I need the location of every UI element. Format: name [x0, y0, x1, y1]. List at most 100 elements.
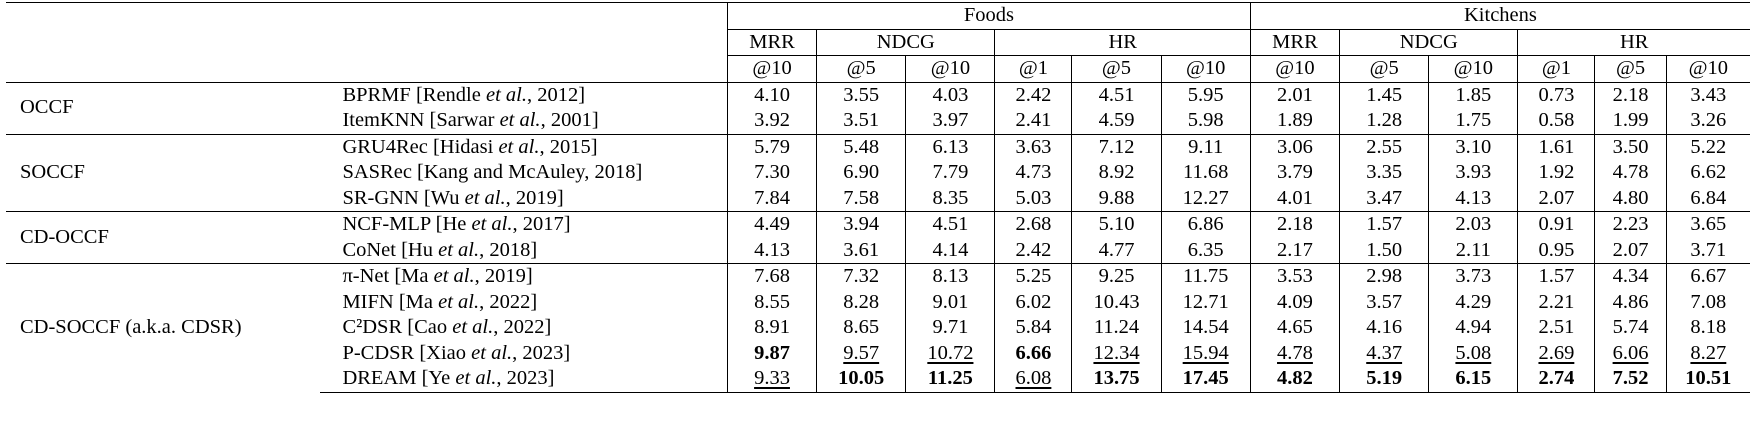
metric-value-cell: 6.15 [1428, 366, 1518, 393]
cutoff-header: @1 [994, 55, 1072, 83]
metric-value-cell: 0.58 [1517, 108, 1595, 134]
metric-value: 0.73 [1538, 83, 1575, 106]
metric-value: 1.75 [1455, 109, 1492, 131]
metric-value-cell: 2.01 [1249, 81, 1340, 108]
header-spacer [6, 2, 728, 29]
metric-value: 5.95 [1187, 83, 1224, 106]
method-label: ItemKNN [Sarwar [342, 109, 500, 131]
metric-value-cell: 3.65 [1665, 211, 1750, 238]
metric-value-cell: 5.22 [1665, 133, 1750, 160]
metric-value: 4.49 [754, 213, 790, 235]
metric-value-cell: 8.28 [816, 289, 906, 315]
metric-value: 2.07 [1538, 186, 1575, 209]
metric-value-cell: 5.25 [994, 263, 1072, 290]
metric-value-cell: 3.63 [994, 133, 1072, 160]
group-label: OCCF [6, 81, 321, 134]
metric-value: 4.51 [932, 213, 969, 235]
metric-value-cell: 0.95 [1517, 237, 1595, 264]
metric-value-cell: 3.79 [1249, 160, 1340, 186]
table-row: CD-SOCCF (a.k.a. CDSR) π-Net [Ma et al., … [6, 263, 1750, 392]
metric-value-cell: 6.08 [994, 366, 1072, 393]
metric-mrr-header: MRR [1249, 29, 1340, 56]
cutoff-header: @5 [1339, 55, 1429, 83]
results-table-container: Foods Kitchens MRR NDCG HR MRR NDCG HR @… [6, 2, 1750, 393]
metric-ndcg-header: NDCG [816, 29, 995, 56]
metric-value-cell: 2.42 [994, 81, 1072, 108]
metric-value: 2.68 [1015, 213, 1052, 235]
metric-value-cell: 2.68 [994, 211, 1072, 238]
metric-value: 1.45 [1366, 83, 1403, 106]
metric-value-cell: 6.86 [1160, 211, 1251, 238]
metric-value: 8.65 [843, 316, 880, 338]
metric-value: 8.27 [1690, 341, 1727, 364]
metric-value: 7.12 [1098, 135, 1135, 158]
metric-value-cell: 10.51 [1665, 366, 1750, 393]
metric-value-cell: 0.91 [1517, 211, 1595, 238]
metric-value-cell: 4.59 [1071, 108, 1162, 134]
metric-value: 5.48 [843, 135, 880, 158]
metric-value-cell: 9.11 [1160, 133, 1251, 160]
metric-value: 2.42 [1015, 83, 1052, 106]
metric-value-cell: 5.79 [726, 133, 817, 160]
metric-value-cell: 2.21 [1517, 289, 1595, 315]
metric-value-cell: 3.35 [1339, 160, 1429, 186]
metric-value-cell: 5.19 [1339, 366, 1429, 393]
metric-value: 2.41 [1015, 109, 1052, 131]
table-row: C²DSR [Cao et al., 2022] 8.91 8.65 9.71 5.84… [6, 315, 1750, 341]
metric-value: 4.78 [1277, 341, 1313, 364]
metric-value-cell: 7.79 [905, 160, 995, 186]
metric-value: 15.94 [1182, 341, 1229, 364]
metric-value: 1.99 [1612, 109, 1649, 131]
header-row-domains: Foods Kitchens [6, 2, 1750, 30]
metric-value-cell: 1.45 [1339, 81, 1429, 108]
metric-value-cell: 8.27 [1665, 340, 1750, 366]
metric-value-cell: 1.61 [1517, 133, 1595, 160]
metric-value: 5.08 [1455, 341, 1492, 364]
metric-value: 8.92 [1098, 161, 1135, 183]
results-table: Foods Kitchens MRR NDCG HR MRR NDCG HR @… [6, 2, 1750, 393]
metric-value-cell: 9.01 [905, 289, 995, 315]
metric-value-cell: 0.73 [1517, 81, 1595, 108]
metric-value-cell: 5.48 [816, 133, 906, 160]
metric-value: 2.23 [1612, 213, 1649, 235]
citation-etal: et al. [471, 341, 513, 364]
metric-value: 4.77 [1098, 238, 1135, 261]
metric-value-cell: 9.88 [1071, 185, 1162, 212]
metric-value: 1.92 [1538, 161, 1575, 183]
group-label: CD-OCCF [6, 211, 321, 264]
metric-value: 2.17 [1277, 238, 1313, 261]
metric-value-cell: 4.14 [905, 237, 995, 264]
metric-value: 9.87 [754, 341, 790, 364]
metric-value-cell: 7.68 [726, 263, 817, 290]
metric-value-cell: 6.67 [1665, 263, 1750, 290]
citation-etal: et al. [498, 135, 540, 158]
metric-value-cell: 5.98 [1160, 108, 1251, 134]
citation-year: , 2019] [474, 265, 533, 287]
method-name: SR-GNN [Wu et al., 2019] [320, 186, 727, 212]
metric-hr-header: HR [994, 29, 1251, 56]
cutoff-header: @5 [1071, 55, 1162, 83]
metric-value: 3.51 [843, 109, 880, 131]
metric-value: 1.57 [1366, 213, 1403, 235]
metric-value: 4.65 [1277, 316, 1313, 338]
metric-value-cell: 6.90 [816, 160, 906, 186]
metric-value: 5.25 [1015, 265, 1052, 287]
metric-value: 4.29 [1455, 290, 1492, 313]
method-label: SASRec [Kang and McAuley, 2018] [342, 161, 643, 183]
metric-value: 2.21 [1538, 290, 1575, 313]
metric-value-cell: 10.05 [816, 366, 906, 393]
method-label: C²DSR [Cao [342, 316, 453, 338]
metric-value-cell: 4.65 [1249, 315, 1340, 341]
metric-value: 2.01 [1277, 83, 1313, 106]
metric-value: 4.78 [1612, 161, 1649, 183]
method-label: CoNet [Hu [342, 238, 439, 261]
metric-value-cell: 4.78 [1249, 340, 1340, 366]
domain-kitchens-header: Kitchens [1249, 2, 1750, 30]
cutoff-header: @5 [816, 55, 906, 83]
metric-value: 4.09 [1277, 290, 1313, 313]
table-row: OCCF BPRMF [Rendle et al., 2012] 4.10 3.55 4… [6, 81, 1750, 134]
metric-value-cell: 3.92 [726, 108, 817, 134]
metric-value: 11.75 [1183, 265, 1229, 287]
metric-value: 5.79 [754, 135, 790, 158]
metric-value-cell: 5.08 [1428, 340, 1518, 366]
